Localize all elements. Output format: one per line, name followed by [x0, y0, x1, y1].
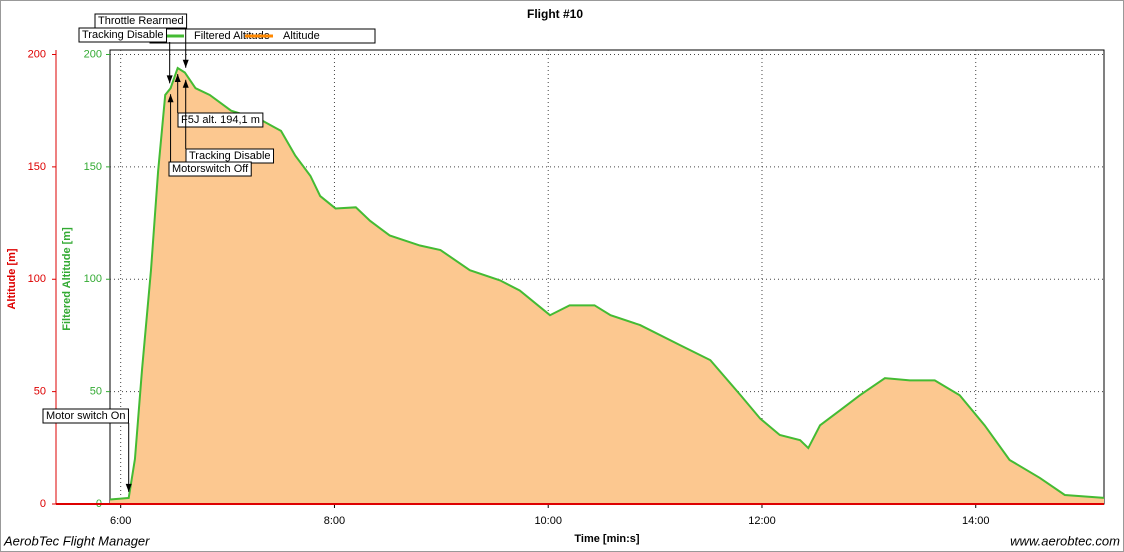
annotation: F5J alt. 194,1 m: [174, 73, 264, 128]
annotation-text: Tracking Disable: [189, 150, 271, 162]
chart-title: Flight #10: [527, 7, 583, 21]
x-tick-label: 10:00: [534, 515, 562, 527]
annotation: Tracking Disable: [182, 79, 275, 164]
legend-label: Altitude: [283, 30, 320, 42]
y2-tick-label: 100: [84, 273, 102, 285]
annotation-arrow: [166, 75, 173, 84]
x-tick-label: 14:00: [962, 515, 990, 527]
annotation: Throttle Rearmed: [94, 13, 189, 68]
x-tick-label: 12:00: [748, 515, 776, 527]
annotation-arrow: [174, 73, 181, 82]
annotation-text: Motor switch On: [46, 410, 125, 422]
x-axis-label: Time [min:s]: [574, 533, 640, 545]
y-tick-label: 200: [28, 48, 46, 60]
y2-tick-label: 50: [90, 386, 102, 398]
annotation-text: Throttle Rearmed: [98, 15, 184, 27]
altitude-area: [110, 67, 1104, 505]
annotation-arrow: [182, 59, 189, 68]
footer-right: www.aerobtec.com: [1010, 533, 1120, 548]
legend-label: Filtered Altitude: [194, 30, 270, 42]
annotation-box: [177, 112, 264, 128]
x-tick-label: 6:00: [110, 515, 131, 527]
annotation-arrow: [125, 483, 132, 492]
y-tick-label: 150: [28, 161, 46, 173]
annotation-text: F5J alt. 194,1 m: [181, 114, 260, 126]
annotation-box: [168, 161, 252, 177]
annotation: Motorswitch Off: [167, 94, 252, 177]
y2-tick-label: 150: [84, 161, 102, 173]
annotation: Motor switch On: [42, 408, 132, 492]
y-tick-label: 50: [34, 386, 46, 398]
y-tick-label: 0: [40, 498, 46, 510]
annotation-arrow: [167, 94, 174, 103]
filtered-altitude-line: [109, 66, 1105, 501]
annotation-arrow: [182, 79, 189, 88]
annotation-text: Motorswitch Off: [172, 163, 249, 175]
x-tick-label: 8:00: [324, 515, 345, 527]
annotation-text: Tracking Disable: [82, 29, 164, 41]
annotation: Tracking Disable: [78, 27, 173, 84]
annotation-box: [42, 408, 129, 424]
footer-left: AerobTec Flight Manager: [3, 533, 150, 548]
y2-tick-label: 200: [84, 48, 102, 60]
y-tick-label: 100: [28, 273, 46, 285]
annotation-box: [94, 13, 188, 29]
y-axis-label: Altitude [m]: [6, 248, 18, 309]
y2-axis-label: Filtered Altitude [m]: [61, 227, 73, 331]
